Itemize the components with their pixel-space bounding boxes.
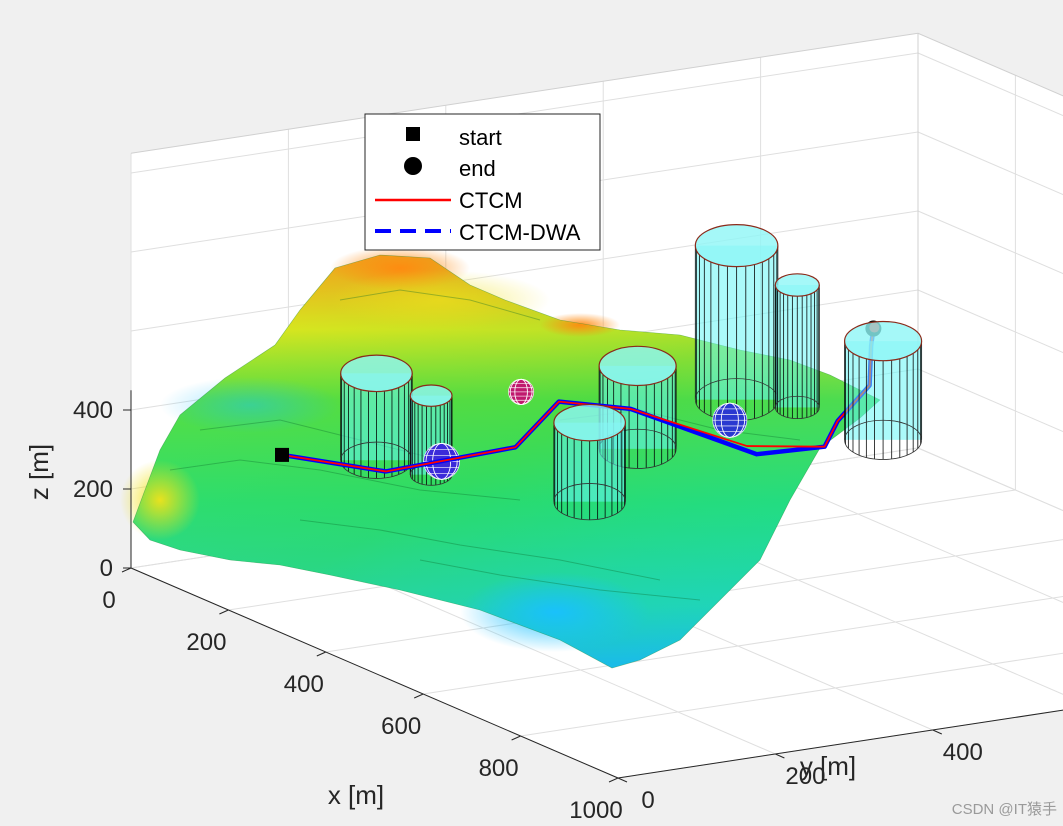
terrain-ridge-line [169,459,521,501]
gridline-floor-x [423,595,1063,695]
gridline-wall-z [917,289,1063,354]
terrain-peak-orange [540,313,620,337]
legend: start end CTCM CTCM-DWA [364,113,601,251]
x-tick-label: 1000 [569,797,622,824]
gridline-wall-z [130,52,919,174]
y-axis-line [617,709,1063,779]
terrain-ridge-yellow [330,270,550,330]
terrain-peak-yellow [120,460,200,540]
sphere-obstacle [508,378,535,405]
y-tick-label: 400 [943,739,983,766]
x-tick-mark [121,567,132,573]
x-tick-label: 200 [186,629,226,656]
y-tick-mark [617,777,628,783]
cylinder-obstacle [843,320,923,460]
gridline-wall-z [917,368,1063,433]
terrain-ridge-line [339,289,541,321]
cylinder-obstacle [774,273,820,420]
z-tick-label: 200 [73,476,113,503]
x-tick-label: 0 [102,587,115,614]
cylinder-top [409,384,453,407]
gridline-wall-z [917,447,1063,512]
terrain-ridge-line [299,519,661,581]
terrain-valley-cyan [460,572,650,652]
legend-box [364,113,601,251]
legend-end-marker [404,157,422,175]
sphere-meridian [514,378,528,405]
terrain-valley-cyan [160,377,340,433]
cylinder-top [843,320,923,362]
z-axis-label: z [m] [24,444,54,500]
watermark: CSDN @IT猿手 [952,801,1057,818]
z-tick-label: 0 [100,555,113,582]
cylinder-top [553,403,626,442]
x-tick-mark [316,651,327,657]
cylinder-obstacle [553,403,626,521]
terrain-ridge-line [419,559,701,601]
x-axis-line [130,567,619,779]
obstacles-front [553,320,923,521]
gridline-wall-z [917,210,1063,275]
terrain-shading [133,255,880,668]
gridline-wall-z [917,131,1063,196]
gridline-wall-z [130,210,919,332]
gridline-floor-y [760,471,1063,603]
x-tick-mark [608,777,619,783]
sphere-obstacle [712,402,748,438]
cylinder-top [598,345,677,387]
y-tick-label: 0 [641,787,654,814]
sphere-meridian [720,402,739,438]
cylinder-base [553,483,626,521]
legend-start-label: start [459,125,502,150]
cylinder-obstacle [340,354,413,479]
terrain-surface [120,246,881,669]
x-tick-mark [511,735,521,741]
y-tick-mark [932,729,943,735]
x-tick-label: 400 [284,671,324,698]
x-tick-label: 600 [381,713,421,740]
legend-start-marker [406,127,420,141]
y-tick-mark [775,753,785,759]
cylinder-top [774,273,820,297]
x-tick-mark [413,693,424,699]
cylinder-top [340,354,413,393]
x-axis-label: x [m] [328,780,384,810]
legend-end-label: end [459,156,496,181]
start-marker [275,447,290,462]
box-edge [130,32,1063,154]
cylinder-obstacle [694,224,779,422]
x-tick-label: 800 [479,755,519,782]
cylinder-base [774,395,820,420]
y-tick-label: 200 [785,763,825,790]
x-tick-mark [219,609,229,615]
back-wall-y1000 [918,33,1063,511]
y-axis-label: y [m] [800,751,856,781]
gridline-floor-x [520,652,1063,737]
cylinder-base [844,419,922,460]
cylinder-top [694,224,779,268]
axis-ticks: 0200400600800100002004006008001000020040… [73,390,1063,824]
gridline-wall-z [917,52,1063,117]
legend-ctcm-dwa-label: CTCM-DWA [459,220,581,245]
obstacles-back [340,224,820,486]
z-tick-label: 400 [73,397,113,424]
legend-ctcm-label: CTCM [459,188,523,213]
